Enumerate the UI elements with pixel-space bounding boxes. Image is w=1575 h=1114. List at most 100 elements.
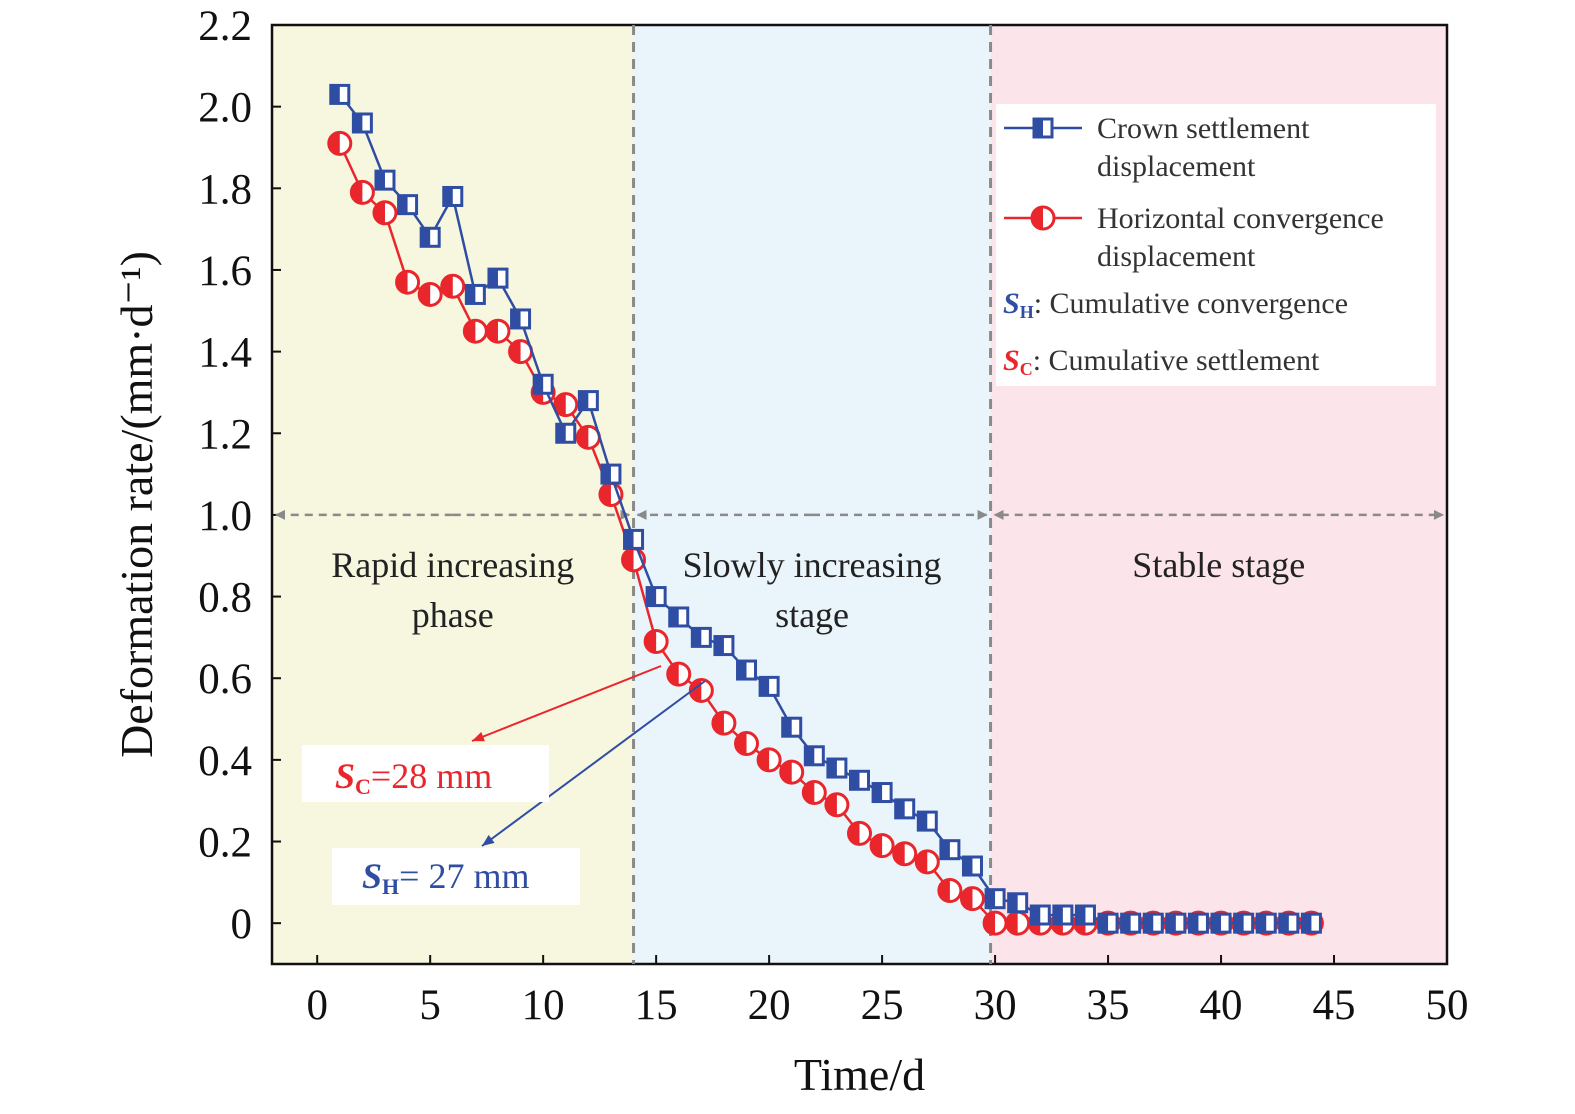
stage-band-1 (272, 25, 634, 964)
stage-label-2: stage (775, 595, 849, 635)
data-point-fill (375, 171, 385, 190)
data-point-fill (577, 426, 589, 449)
data-point-fill (645, 630, 657, 653)
data-point-fill (464, 320, 476, 343)
annotation-label-symbol: S (335, 756, 355, 796)
data-point-fill (1234, 914, 1244, 933)
annotation-label: SC=28 mm (335, 756, 492, 799)
data-point-fill (667, 663, 679, 686)
data-point-fill (1189, 914, 1199, 933)
data-point-fill (850, 771, 860, 790)
x-tick-label: 5 (419, 982, 441, 1029)
stage-annotations: Rapid increasing phase Slowly increasing st… (275, 25, 1444, 964)
annotation-label-subscript: H (382, 874, 399, 899)
legend-note-subscript: H (1020, 302, 1034, 322)
axes: 0 5 10 15 20 25 30 35 40 45 50 0 0.2 0.4 0.6 0.8 1.0 1.2 1… (111, 3, 1469, 1100)
data-point-fill (1031, 906, 1041, 925)
data-point-fill (554, 393, 566, 416)
data-point-fill (758, 748, 770, 771)
data-point-fill (421, 228, 431, 247)
annotation-arrow-settlement (471, 665, 662, 742)
plot-frame (270, 23, 1449, 966)
data-point-fill (1121, 914, 1131, 933)
stage-label-1: phase (412, 595, 494, 635)
data-point-fill (599, 483, 611, 506)
legend-note-subscript: C (1020, 359, 1033, 379)
legend-label: displacement (1097, 240, 1256, 273)
y-tick-label: 0.8 (198, 575, 252, 622)
data-point-fill (805, 746, 815, 765)
x-tick-label: 15 (635, 982, 678, 1029)
data-point-fill (827, 759, 837, 778)
data-point-fill (714, 636, 724, 655)
legend-label: displacement (1097, 150, 1256, 183)
x-tick-label: 20 (748, 982, 791, 1029)
y-tick-label: 1.6 (198, 248, 252, 295)
data-point-fill (398, 195, 408, 214)
data-point-fill (486, 320, 498, 343)
legend-note-symbol: S (1003, 287, 1020, 320)
y-tick-label: 2.0 (198, 85, 252, 132)
data-point-fill (893, 842, 905, 865)
annotation-box (302, 745, 549, 802)
data-point-fill (825, 793, 837, 816)
y-tick-label: 1.2 (198, 411, 252, 458)
legend-note-symbol: S (1003, 344, 1020, 377)
annotation-label-text: =28 mm (371, 756, 492, 796)
data-point-fill (712, 712, 724, 735)
data-point-fill (353, 113, 363, 132)
data-series (327, 83, 1324, 936)
data-point-fill (916, 850, 928, 873)
y-tick-label: 0 (231, 901, 253, 948)
data-point-fill (1076, 906, 1086, 925)
data-point-fill (986, 889, 996, 908)
data-point-fill (579, 391, 589, 410)
x-tick-label: 0 (306, 982, 328, 1029)
data-point-fill (1006, 912, 1018, 935)
annotation-label-symbol: S (362, 856, 382, 896)
legend-note: SH: Cumulative convergence (1003, 287, 1348, 322)
data-point-fill (328, 132, 340, 155)
y-axis-title: Deformation rate/(mm·d⁻¹) (111, 251, 162, 758)
data-point-fill (441, 275, 453, 298)
data-point-fill (396, 271, 408, 294)
data-point-fill (443, 187, 453, 206)
legend-box (996, 104, 1436, 386)
data-point-fill (1008, 893, 1018, 912)
data-point-fill (466, 285, 476, 304)
data-point-fill (1212, 914, 1222, 933)
data-point-fill (419, 283, 431, 306)
stage-label-1: Rapid increasing (331, 545, 574, 585)
annotation-arrow-convergence (481, 680, 706, 847)
stage-label-3: Stable stage (1132, 545, 1305, 585)
x-tick-label: 10 (522, 982, 565, 1029)
data-point-fill (961, 887, 973, 910)
data-point-fill (509, 340, 521, 363)
legend: Crown settlement displacement Horizontal c… (996, 104, 1436, 386)
data-point-fill (848, 822, 860, 845)
data-point-fill (918, 812, 928, 831)
data-point-fill (873, 783, 883, 802)
data-point-fill (351, 181, 363, 204)
legend-marker-fill (1034, 119, 1043, 137)
data-point-fill (963, 857, 973, 876)
data-point-fill (534, 375, 544, 394)
data-point-fill (735, 732, 747, 755)
stage-label-2: Slowly increasing (683, 545, 942, 585)
data-point-fill (624, 530, 634, 549)
series-crown-settlement (329, 83, 1322, 934)
data-point-fill (692, 628, 702, 647)
data-point-fill (669, 607, 679, 626)
annotation-label-text: = 27 mm (399, 856, 529, 896)
data-point-fill (984, 912, 996, 935)
data-point-fill (760, 677, 770, 696)
y-tick-label: 2.2 (198, 3, 252, 50)
data-point-fill (938, 879, 950, 902)
annotation-label-subscript: C (355, 774, 371, 799)
y-tick-label: 0.2 (198, 820, 252, 867)
data-point-fill (1279, 914, 1289, 933)
x-tick-label: 40 (1200, 982, 1243, 1029)
